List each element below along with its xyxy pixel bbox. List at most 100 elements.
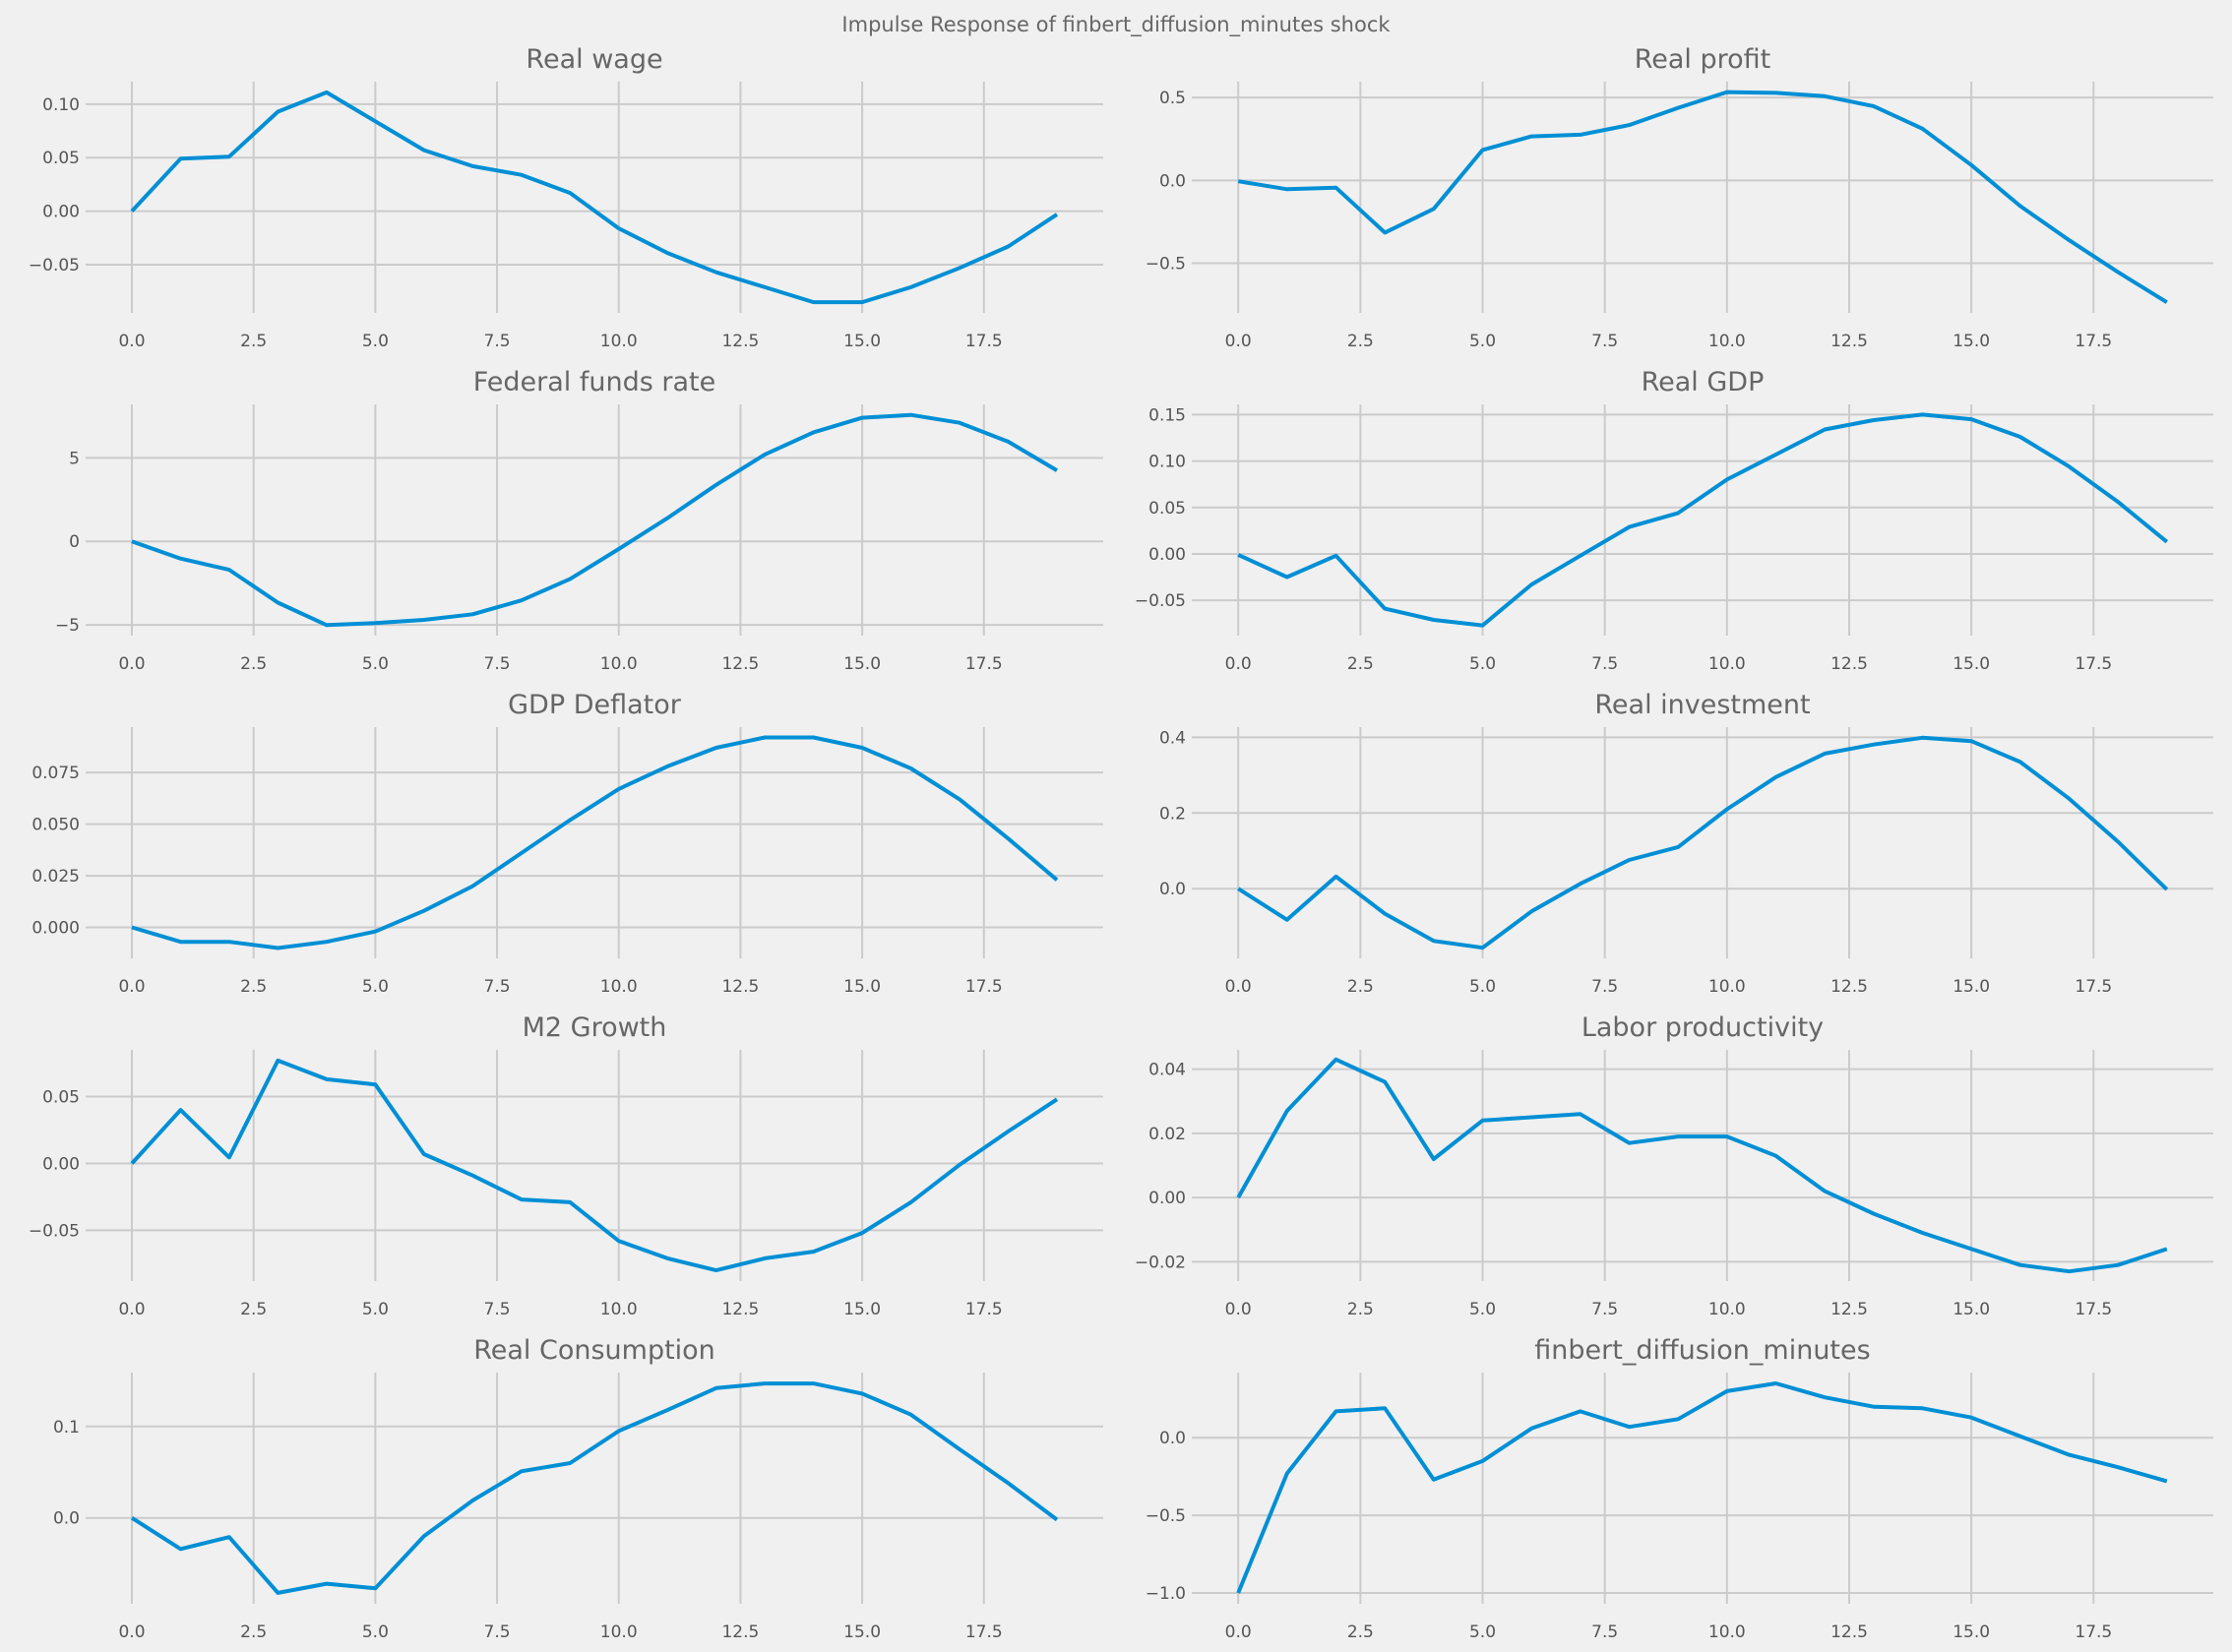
y-tick-label: 0.1 (53, 1418, 80, 1438)
y-tick-label: 0.0 (1159, 1429, 1186, 1448)
response-line (130, 90, 1059, 305)
x-tick-label: 5.0 (1469, 332, 1496, 351)
x-tick-label: 10.0 (600, 1622, 638, 1642)
response-line (1237, 412, 2169, 628)
y-tick-label: −0.05 (29, 1221, 80, 1241)
y-tick-label: 0.00 (42, 1154, 80, 1174)
x-tick-label: 10.0 (1708, 1622, 1746, 1642)
x-tick-label: 7.5 (484, 1300, 511, 1319)
subplot-finbert-diffusion-minutes: finbert_diffusion_minutes 0.0 2.5 5.0 7.5 10.… (1146, 1335, 2213, 1642)
x-tick-label: 0.0 (118, 1622, 145, 1642)
subplot-title: Real Consumption (473, 1335, 715, 1366)
x-tick-label: 10.0 (600, 977, 638, 997)
x-tick-label: 17.5 (965, 977, 1003, 997)
subplot-title: Labor productivity (1581, 1012, 1824, 1043)
x-tick-label: 10.0 (1708, 332, 1746, 351)
x-tick-label: 0.0 (118, 1300, 145, 1319)
x-tick-label: 12.5 (1830, 977, 1868, 997)
x-tick-label: 5.0 (1469, 1622, 1496, 1642)
x-tick-label: 5.0 (1469, 977, 1496, 997)
x-tick-label: 2.5 (1347, 1622, 1374, 1642)
x-tick-label: 2.5 (240, 654, 267, 674)
subplot-title: GDP Deflator (508, 690, 682, 720)
y-tick-label: 5 (69, 449, 80, 468)
y-tick-label: 0.0 (53, 1509, 80, 1529)
x-tick-label: 17.5 (2075, 654, 2112, 674)
response-line (1237, 90, 2168, 304)
x-tick-label: 12.5 (721, 1622, 759, 1642)
y-tick-label: −1.0 (1146, 1584, 1186, 1604)
x-tick-label: 5.0 (362, 1300, 389, 1319)
subplot-real-investment: Real investment 0.0 2.5 5.0 7.5 10.0 12.5 15.0 1… (1159, 690, 2213, 997)
x-tick-label: 5.0 (362, 977, 389, 997)
y-tick-label: 0.05 (42, 1088, 80, 1108)
y-tick-label: 0.00 (42, 203, 80, 222)
y-tick-label: 0.04 (1148, 1061, 1186, 1080)
x-tick-label: 12.5 (721, 977, 759, 997)
y-tick-label: 0.000 (31, 919, 80, 939)
figure-suptitle: Impulse Response of finbert_diffusion_mi… (841, 13, 1391, 37)
subplot-title: Real profit (1635, 44, 1771, 75)
y-tick-label: 0.15 (1148, 405, 1186, 425)
x-tick-label: 2.5 (1347, 977, 1374, 997)
response-line (1236, 1057, 2168, 1274)
x-tick-label: 12.5 (1830, 332, 1868, 351)
x-tick-label: 17.5 (2075, 1300, 2112, 1319)
x-tick-label: 2.5 (240, 332, 267, 351)
x-tick-label: 10.0 (600, 1300, 638, 1319)
subplot-gdp-deflator: GDP Deflator 0.0 2.5 5.0 7.5 10.0 12.5 15.0 17.5… (31, 690, 1103, 997)
x-tick-label: 0.0 (118, 654, 145, 674)
y-tick-label: −0.02 (1135, 1253, 1186, 1272)
x-tick-label: 2.5 (1347, 654, 1374, 674)
response-line (131, 735, 1059, 950)
subplot-labor-productivity: Labor productivity 0.0 2.5 5.0 7.5 10.0 12.5 15… (1135, 1012, 2213, 1319)
x-tick-label: 12.5 (721, 1300, 759, 1319)
x-tick-label: 12.5 (1830, 1622, 1868, 1642)
x-tick-label: 15.0 (843, 977, 881, 997)
x-tick-label: 15.0 (1953, 332, 1990, 351)
x-tick-label: 7.5 (1591, 654, 1618, 674)
x-tick-label: 2.5 (1347, 332, 1374, 351)
y-tick-label: 0.0 (1159, 880, 1186, 899)
x-tick-label: 10.0 (600, 332, 638, 351)
subplot-title: Real GDP (1642, 367, 1765, 398)
x-tick-label: 7.5 (1591, 1300, 1618, 1319)
x-tick-label: 17.5 (965, 1300, 1003, 1319)
x-tick-label: 17.5 (2075, 977, 2112, 997)
subplot-title: Federal funds rate (473, 367, 716, 398)
x-tick-label: 7.5 (1591, 977, 1618, 997)
x-tick-label: 5.0 (1469, 654, 1496, 674)
x-tick-label: 15.0 (1953, 977, 1990, 997)
response-line (131, 412, 1059, 628)
x-tick-label: 10.0 (1708, 977, 1746, 997)
x-tick-label: 15.0 (843, 332, 881, 351)
x-tick-label: 0.0 (1225, 654, 1252, 674)
x-tick-label: 5.0 (362, 332, 389, 351)
x-tick-label: 0.0 (118, 977, 145, 997)
y-tick-label: −0.05 (1135, 591, 1186, 611)
x-tick-label: 17.5 (965, 1622, 1003, 1642)
x-tick-label: 15.0 (1953, 1300, 1990, 1319)
x-tick-label: 7.5 (484, 654, 511, 674)
y-tick-label: 0.025 (31, 867, 80, 887)
x-tick-label: 2.5 (240, 977, 267, 997)
response-line (130, 1058, 1059, 1273)
x-tick-label: 15.0 (843, 1622, 881, 1642)
subplot-m2-growth: M2 Growth 0.0 2.5 5.0 7.5 10.0 12.5 15.0 17.5 0.0… (29, 1012, 1103, 1319)
subplot-real-gdp: Real GDP 0.0 2.5 5.0 7.5 10.0 12.5 15.0 17.5 0.15… (1135, 367, 2213, 674)
y-tick-label: 0 (69, 532, 80, 552)
y-tick-label: 0.00 (1148, 1189, 1186, 1208)
subplot-real-profit: Real profit 0.0 2.5 5.0 7.5 10.0 12.5 15.0 17.5 0… (1146, 44, 2213, 351)
subplot-real-consumption: Real Consumption 0.0 2.5 5.0 7.5 10.0 12.5 15.0… (53, 1335, 1103, 1642)
subplot-real-wage: Real wage 0.0 2.5 5.0 7.5 10.0 12.5 15.0 17.5 0.1… (29, 44, 1103, 351)
y-tick-label: 0.02 (1148, 1125, 1186, 1144)
y-tick-label: 0.05 (42, 149, 80, 168)
response-line (1236, 1381, 2168, 1594)
x-tick-label: 15.0 (1953, 1622, 1990, 1642)
x-tick-label: 7.5 (484, 1622, 511, 1642)
x-tick-label: 7.5 (1591, 1622, 1618, 1642)
x-tick-label: 15.0 (1953, 654, 1990, 674)
x-tick-label: 7.5 (484, 977, 511, 997)
y-tick-label: 0.10 (1148, 453, 1186, 472)
